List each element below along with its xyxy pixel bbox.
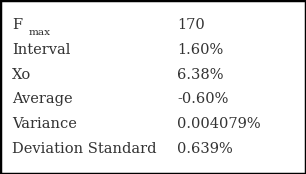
Text: 6.38%: 6.38%	[177, 68, 224, 82]
Text: 170: 170	[177, 18, 205, 32]
Text: Variance: Variance	[12, 117, 77, 131]
Text: Interval: Interval	[12, 43, 71, 57]
Text: 0.639%: 0.639%	[177, 142, 233, 156]
Text: Deviation Standard: Deviation Standard	[12, 142, 157, 156]
Text: 0.004079%: 0.004079%	[177, 117, 261, 131]
Text: Average: Average	[12, 92, 73, 106]
Text: F: F	[12, 18, 22, 32]
Text: Xo: Xo	[12, 68, 32, 82]
Text: max: max	[29, 28, 51, 37]
Text: -0.60%: -0.60%	[177, 92, 229, 106]
Text: 1.60%: 1.60%	[177, 43, 224, 57]
